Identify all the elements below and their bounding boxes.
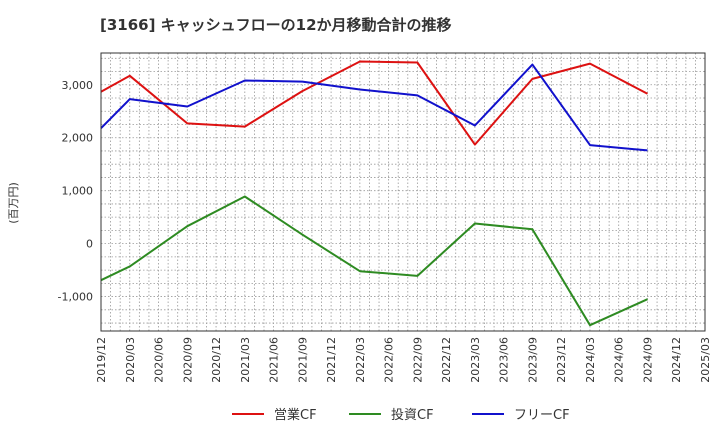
legend-label: 営業CF — [274, 407, 317, 423]
chart-title: [3166] キャッシュフローの12か月移動合計の推移 — [100, 16, 452, 34]
y-tick-label: 0 — [86, 238, 93, 251]
y-ticks: -1,000 0 1,000 2,000 3,000 — [58, 79, 93, 304]
x-tick-label: 2020/03 — [124, 337, 137, 383]
x-tick-label: 2020/12 — [210, 337, 223, 383]
x-tick-label: 2022/03 — [354, 337, 367, 383]
y-tick-label: 2,000 — [62, 132, 94, 145]
y-tick-label: 1,000 — [62, 185, 94, 198]
x-tick-label: 2021/12 — [325, 337, 338, 383]
series — [100, 60, 648, 327]
x-tick-label: 2022/12 — [440, 337, 453, 383]
x-tick-label: 2021/09 — [296, 337, 309, 383]
x-tick-label: 2022/09 — [411, 337, 424, 383]
y-tick-label: -1,000 — [58, 291, 93, 304]
series-line-フリーCF — [100, 63, 648, 152]
plot-frame — [100, 52, 706, 332]
x-tick-label: 2023/03 — [469, 337, 482, 383]
legend-label: フリーCF — [514, 408, 570, 423]
x-ticks: 2019/12 2020/03 2020/06 2020/09 2020/12 2021/… — [95, 337, 712, 383]
x-tick-label: 2023/06 — [498, 337, 511, 383]
x-tick-label: 2020/06 — [153, 337, 166, 383]
x-tick-label: 2023/12 — [555, 337, 568, 383]
x-tick-label: 2024/06 — [613, 337, 626, 383]
x-tick-label: 2019/12 — [95, 337, 108, 383]
x-tick-label: 2022/06 — [383, 337, 396, 383]
x-tick-label: 2025/03 — [699, 337, 712, 383]
x-tick-label: 2024/09 — [641, 337, 654, 383]
legend-label: 投資CF — [391, 407, 434, 423]
y-tick-label: 3,000 — [62, 79, 94, 92]
series-line-投資CF — [100, 195, 648, 327]
x-tick-label: 2020/09 — [181, 337, 194, 383]
legend: 営業CF 投資CF フリーCF — [232, 407, 570, 423]
y-axis-label: (百万円) — [7, 182, 20, 224]
x-tick-label: 2024/03 — [584, 337, 597, 383]
x-tick-label: 2021/06 — [268, 337, 281, 383]
x-tick-label: 2023/09 — [526, 337, 539, 383]
x-tick-label: 2021/03 — [239, 337, 252, 383]
x-tick-label: 2024/12 — [670, 337, 683, 383]
series-line-営業CF — [100, 60, 648, 146]
